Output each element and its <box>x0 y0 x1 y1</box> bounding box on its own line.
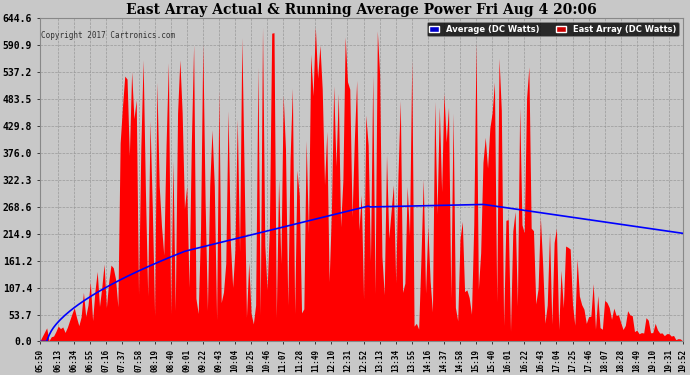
Legend: Average (DC Watts), East Array (DC Watts): Average (DC Watts), East Array (DC Watts… <box>426 22 678 36</box>
Title: East Array Actual & Running Average Power Fri Aug 4 20:06: East Array Actual & Running Average Powe… <box>126 3 597 17</box>
Text: Copyright 2017 Cartronics.com: Copyright 2017 Cartronics.com <box>41 31 175 40</box>
